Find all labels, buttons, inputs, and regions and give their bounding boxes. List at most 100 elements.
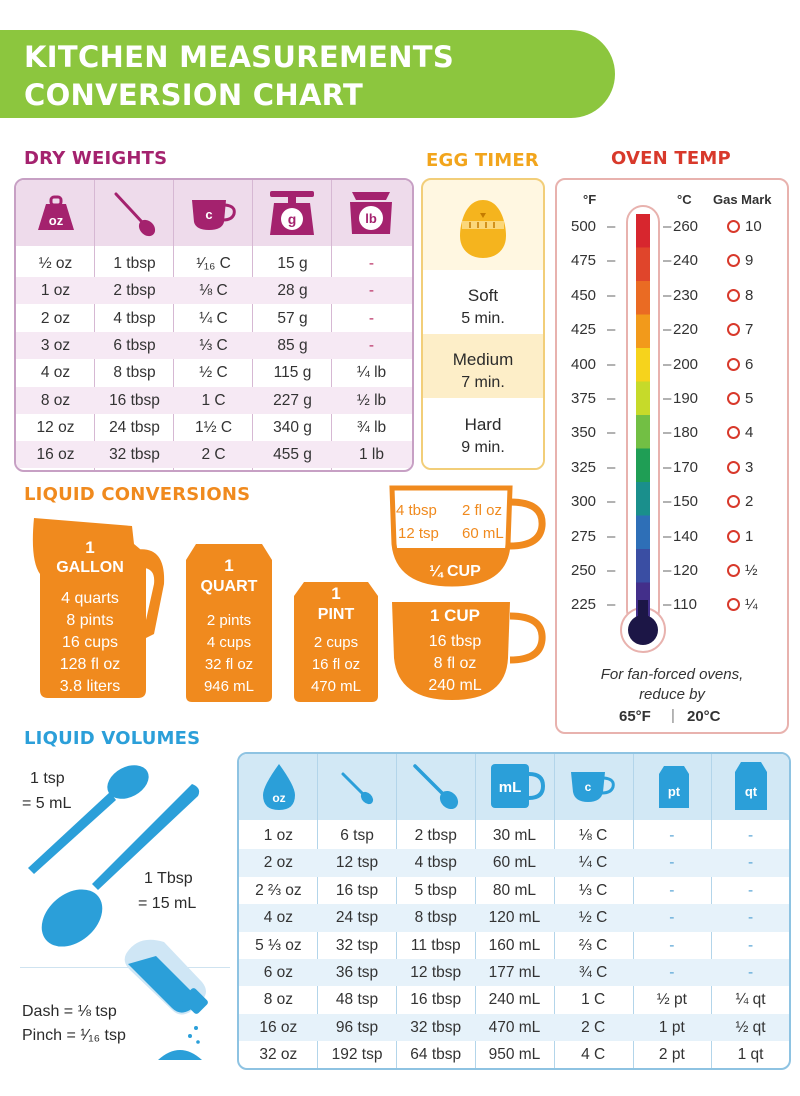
table-cell: 4 oz <box>40 364 71 382</box>
tsp-label: 1 tsp <box>30 770 65 787</box>
table-cell: 16 oz <box>36 446 75 464</box>
table-cell: 60 mL <box>492 854 536 872</box>
thermometer-band <box>636 448 650 483</box>
table-cell: 64 tbsp <box>410 1046 462 1064</box>
table-cell: - <box>368 255 375 272</box>
table-row: 2 ⅔ oz 16 tsp 5 tbsp 80 mL ⅓ C - - <box>239 877 789 904</box>
tick-mark: – <box>607 562 616 579</box>
fahrenheit-value: 250 <box>571 562 597 579</box>
thermometer-band <box>636 314 650 349</box>
flame-icon <box>727 357 740 371</box>
table-cell: 4 tbsp <box>113 309 156 327</box>
table-row: 1 oz 2 tbsp ⅛ C 28 g - <box>16 277 412 305</box>
table-cell: 1 C <box>581 991 606 1009</box>
celsius-value: 200 <box>673 355 699 373</box>
gallon-unit: GALLON <box>56 559 124 576</box>
table-cell: 8 tbsp <box>113 364 156 382</box>
liquid-volumes-title: LIQUID VOLUMES <box>24 728 201 749</box>
gallon-line-2: 8 pints <box>66 612 114 629</box>
table-cell: ½ qt <box>735 1018 766 1036</box>
table-cell: 96 tsp <box>335 1018 379 1036</box>
table-cell: ¾ lb <box>356 418 387 436</box>
table-cell: 227 g <box>273 391 312 409</box>
one-cup-line-2: 8 fl oz <box>433 655 477 672</box>
table-cell: 1 qt <box>737 1046 764 1064</box>
tick-mark: – <box>607 218 616 235</box>
quarter-cup-ml: 60 mL <box>462 525 504 542</box>
table-cell: - <box>368 309 375 327</box>
svg-text:oz: oz <box>49 213 64 228</box>
gas-mark-value: 7 <box>745 321 754 339</box>
table-cell: 1 oz <box>263 827 293 844</box>
teaspoon-icon <box>341 772 374 805</box>
egg-medium-label: Medium <box>452 350 514 369</box>
tick-mark: – <box>663 424 672 442</box>
table-cell: ¼ C <box>199 309 228 327</box>
tick-mark: – <box>663 596 672 614</box>
pint-icon: pt <box>659 766 689 808</box>
table-row: 3 oz 6 tbsp ⅓ C 85 g - <box>16 331 412 359</box>
table-cell: 160 mL <box>488 936 541 954</box>
flame-icon <box>727 495 740 509</box>
quart-line-4: 946 mL <box>203 678 255 695</box>
pint-number: 1 <box>331 584 341 603</box>
celsius-value: 220 <box>673 321 699 339</box>
fahrenheit-value: 225 <box>571 596 597 614</box>
table-cell: 30 mL <box>492 827 536 844</box>
liquid-conversions-title: LIQUID CONVERSIONS <box>24 484 251 505</box>
fan-note-line1: For fan-forced ovens, <box>600 666 744 683</box>
one-cup-icon <box>392 602 546 700</box>
table-cell: 80 mL <box>492 881 536 899</box>
table-cell: ¼ qt <box>735 991 766 1009</box>
egg-soft-label: Soft <box>467 286 499 305</box>
quarter-cup-tsp: 12 tsp <box>398 525 439 542</box>
table-cell: ⅛ C <box>199 282 228 300</box>
table-row: 16 oz 32 tbsp 2 C 455 g 1 lb <box>16 441 412 469</box>
gas-mark-value: ½ <box>745 562 758 579</box>
celsius-value: 140 <box>673 527 699 545</box>
table-cell: 5 tbsp <box>414 881 457 899</box>
celsius-value: 170 <box>673 458 699 476</box>
table-cell: 4 oz <box>263 909 293 927</box>
fahrenheit-value: 375 <box>571 390 597 407</box>
oven-temp-title: OVEN TEMP <box>611 148 731 169</box>
fahrenheit-value: 350 <box>571 424 597 442</box>
table-row: 16 oz 96 tsp 32 tbsp 470 mL 2 C 1 pt ½ qt <box>239 1013 789 1042</box>
tick-mark: – <box>607 390 616 407</box>
flame-icon <box>727 254 740 268</box>
fahrenheit-value: 325 <box>571 458 597 476</box>
quarter-cup-tbsp: 4 tbsp <box>396 502 437 519</box>
fahrenheit-value: 475 <box>571 252 597 270</box>
table-cell: - <box>669 827 675 844</box>
pint-line-1: 2 cups <box>313 634 359 651</box>
table-cell: 12 oz <box>36 418 75 436</box>
table-cell: - <box>669 964 675 981</box>
table-cell: 48 tsp <box>335 991 379 1009</box>
table-cell: ¼ C <box>578 854 608 872</box>
tick-mark: – <box>663 218 672 235</box>
table-cell: 32 tbsp <box>109 446 160 464</box>
table-cell: - <box>747 854 754 872</box>
table-cell: 2 C <box>201 446 226 464</box>
tbsp-value: = 15 mL <box>138 895 197 912</box>
oven-temp-panel: °F °C Gas Mark 500– –260 10 475– –240 9 450– –2… <box>555 178 789 734</box>
table-row: 8 oz 16 tbsp 1 C 227 g ½ lb <box>16 386 412 414</box>
thermometer-band <box>636 549 650 583</box>
drop-oz-icon: oz <box>263 764 295 810</box>
table-cell: ⅔ C <box>578 936 608 954</box>
gas-mark-value: 1 <box>745 527 754 545</box>
tsp-value: = 5 mL <box>22 795 72 812</box>
celsius-value: 230 <box>673 286 699 304</box>
reduce-separator: | <box>671 707 675 724</box>
table-row: 2 oz 12 tsp 4 tbsp 60 mL ¼ C - - <box>239 849 789 877</box>
table-cell: ¹⁄₁₆ C <box>196 255 231 272</box>
celsius-value: 150 <box>673 493 699 511</box>
table-cell: 36 tsp <box>335 964 379 981</box>
tick-mark: – <box>663 562 672 579</box>
table-cell: ¾ C <box>578 964 608 981</box>
celsius-value: 110 <box>673 596 697 614</box>
table-cell: - <box>368 336 375 354</box>
table-cell: ½ lb <box>356 391 387 409</box>
tick-mark: – <box>607 321 616 339</box>
table-row: 12 oz 24 tbsp 1½ C 340 g ¾ lb <box>16 414 412 441</box>
